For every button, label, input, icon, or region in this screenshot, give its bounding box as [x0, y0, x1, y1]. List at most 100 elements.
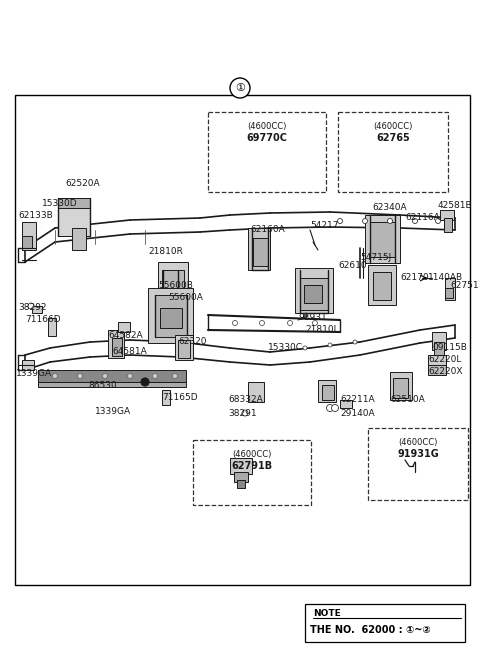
- Text: 15330C: 15330C: [268, 344, 303, 352]
- Text: 38291: 38291: [228, 409, 257, 419]
- Bar: [22, 222, 36, 250]
- Bar: [434, 342, 444, 356]
- Text: 62340A: 62340A: [372, 203, 407, 213]
- Bar: [148, 288, 193, 343]
- Bar: [193, 440, 311, 505]
- Bar: [162, 270, 184, 290]
- Text: ①: ①: [235, 83, 245, 93]
- Circle shape: [362, 218, 368, 224]
- Text: 54715J: 54715J: [360, 253, 391, 262]
- Bar: [160, 308, 182, 328]
- Bar: [248, 382, 264, 402]
- Text: 62160A: 62160A: [250, 226, 285, 234]
- Bar: [58, 198, 90, 208]
- Text: 1339GA: 1339GA: [16, 369, 52, 377]
- Text: 62765: 62765: [376, 133, 410, 143]
- Bar: [253, 238, 268, 266]
- Bar: [445, 278, 455, 300]
- Text: (4600CC): (4600CC): [398, 438, 438, 447]
- Circle shape: [328, 343, 332, 347]
- Circle shape: [141, 378, 149, 386]
- Circle shape: [412, 218, 418, 224]
- Text: 62220X: 62220X: [428, 367, 463, 377]
- Text: 54217: 54217: [310, 220, 338, 230]
- Text: 86530: 86530: [88, 380, 117, 390]
- Text: 62320: 62320: [178, 337, 206, 346]
- Text: (4600CC): (4600CC): [232, 449, 272, 459]
- Circle shape: [232, 321, 238, 325]
- Text: 64582A: 64582A: [108, 331, 143, 340]
- Bar: [373, 272, 391, 300]
- Bar: [155, 295, 187, 337]
- Bar: [32, 306, 42, 313]
- Bar: [390, 372, 412, 400]
- Bar: [365, 215, 400, 263]
- Circle shape: [337, 218, 343, 224]
- Text: 09115B: 09115B: [432, 344, 467, 352]
- Bar: [338, 112, 448, 192]
- Circle shape: [326, 405, 334, 411]
- Text: 69770C: 69770C: [247, 133, 288, 143]
- Bar: [393, 378, 408, 398]
- Bar: [112, 338, 122, 356]
- Circle shape: [435, 218, 441, 224]
- Text: 91931G: 91931G: [397, 449, 439, 459]
- Bar: [178, 340, 190, 358]
- Text: 62791B: 62791B: [231, 461, 273, 471]
- Text: 15330D: 15330D: [42, 199, 78, 207]
- Text: 62220L: 62220L: [428, 356, 461, 365]
- Text: 91931: 91931: [298, 314, 327, 323]
- Bar: [300, 278, 328, 310]
- Bar: [48, 318, 56, 336]
- Bar: [444, 218, 452, 232]
- Circle shape: [172, 373, 178, 379]
- Circle shape: [260, 321, 264, 325]
- Bar: [304, 285, 322, 303]
- Text: 68332A: 68332A: [228, 396, 263, 405]
- Bar: [428, 365, 446, 375]
- Bar: [322, 385, 334, 400]
- Text: 21810R: 21810R: [148, 247, 183, 256]
- Text: 38292: 38292: [18, 304, 47, 312]
- Bar: [340, 400, 352, 408]
- Bar: [175, 335, 193, 360]
- Circle shape: [303, 346, 307, 350]
- Text: (4600CC): (4600CC): [247, 121, 287, 131]
- Text: 62211A: 62211A: [340, 396, 374, 405]
- Circle shape: [387, 218, 393, 224]
- Text: 42581B: 42581B: [438, 201, 473, 209]
- Bar: [158, 262, 188, 292]
- Bar: [15, 95, 470, 585]
- Text: 62170: 62170: [400, 274, 429, 283]
- Text: 55600A: 55600A: [168, 293, 203, 302]
- Circle shape: [77, 373, 83, 379]
- Text: NOTE: NOTE: [313, 609, 341, 619]
- Bar: [440, 210, 454, 220]
- Text: 1339GA: 1339GA: [95, 407, 131, 417]
- Text: 64581A: 64581A: [112, 348, 147, 356]
- Text: 71166D: 71166D: [25, 316, 60, 325]
- Bar: [22, 360, 34, 370]
- Circle shape: [353, 340, 357, 344]
- Bar: [428, 355, 446, 367]
- Text: 62520A: 62520A: [65, 178, 100, 188]
- Bar: [72, 228, 86, 250]
- Bar: [38, 370, 186, 382]
- Circle shape: [288, 321, 292, 325]
- Bar: [22, 236, 32, 248]
- Circle shape: [128, 373, 132, 379]
- Bar: [368, 265, 396, 305]
- Circle shape: [28, 303, 34, 309]
- Bar: [108, 330, 124, 358]
- Bar: [370, 222, 395, 257]
- Circle shape: [52, 373, 58, 379]
- Bar: [432, 332, 446, 350]
- Bar: [248, 228, 270, 270]
- Text: 62610: 62610: [338, 260, 367, 270]
- Bar: [38, 382, 186, 387]
- Text: 62751: 62751: [450, 281, 479, 289]
- Circle shape: [304, 313, 308, 317]
- Circle shape: [242, 410, 248, 416]
- Bar: [237, 480, 245, 488]
- Text: 55600B: 55600B: [158, 281, 193, 289]
